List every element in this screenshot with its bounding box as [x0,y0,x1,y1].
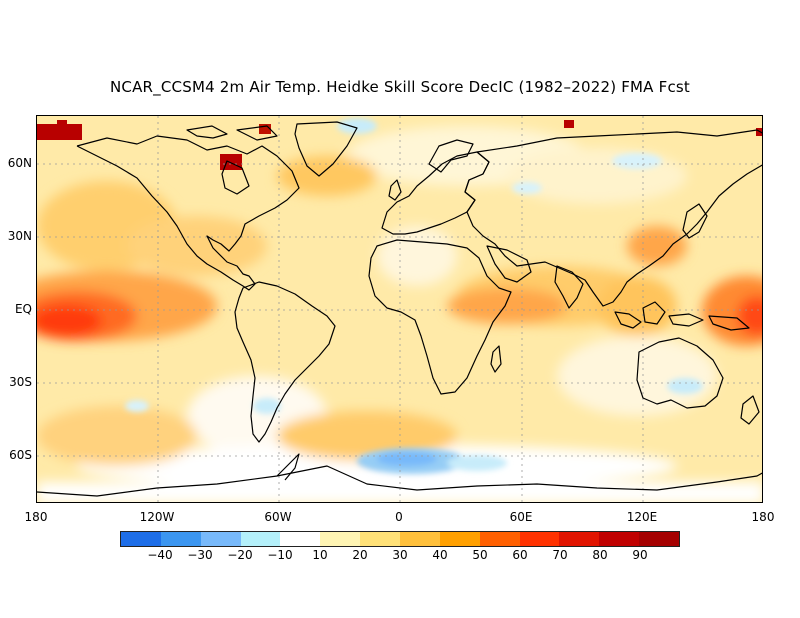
lon-label-120w: 120W [139,510,175,524]
lon-label-60e: 60E [509,510,533,524]
colorbar-swatch [200,532,241,546]
colorbar-tick-label: 60 [512,548,528,562]
colorbar [120,531,680,547]
colorbar-tick-label: 30 [392,548,408,562]
colorbar-tick-label: −10 [267,548,293,562]
colorbar-tick-label: −30 [187,548,213,562]
lat-label-60n: 60N [7,156,32,170]
colorbar-swatch [479,532,520,546]
colorbar-tick-label: 50 [472,548,488,562]
lon-label-0: 0 [395,510,403,524]
colorbar-tick-label: 10 [312,548,328,562]
colorbar-swatch [240,532,281,546]
colorbar-swatch [121,532,161,546]
colorbar-tick-label: −40 [147,548,173,562]
colorbar-swatch [599,532,640,546]
colorbar-tick-label: 90 [632,548,648,562]
lon-label-60w: 60W [264,510,292,524]
map-title: NCAR_CCSM4 2m Air Temp. Heidke Skill Sco… [110,78,690,96]
colorbar-swatch [400,532,440,546]
lat-label-eq: EQ [14,302,32,316]
lat-label-30s: 30S [9,375,32,389]
colorbar-swatch [360,532,401,546]
lat-label-60s: 60S [9,448,32,462]
colorbar-swatch [559,532,600,546]
colorbar-swatch [320,532,361,546]
colorbar-swatch [439,532,480,546]
colorbar-swatch [280,532,321,546]
coastlines [37,121,762,497]
lon-label-180e: 180 [751,510,775,524]
colorbar-swatch [519,532,560,546]
skill-score-map [37,116,762,502]
colorbar-tick-label: 80 [592,548,608,562]
colorbar-swatch [639,532,680,546]
lat-label-30n: 30N [7,229,32,243]
colorbar-tick-label: 40 [432,548,448,562]
colorbar-swatch [160,532,201,546]
lon-label-120e: 120E [626,510,658,524]
lat-lon-grid [37,116,762,502]
colorbar-tick-label: −20 [227,548,253,562]
colorbar-tick-label: 20 [352,548,368,562]
negative-skill-patches [125,118,703,474]
colorbar-tick-label: 70 [552,548,568,562]
lon-label-180w: 180 [24,510,48,524]
map-panel [36,115,763,503]
